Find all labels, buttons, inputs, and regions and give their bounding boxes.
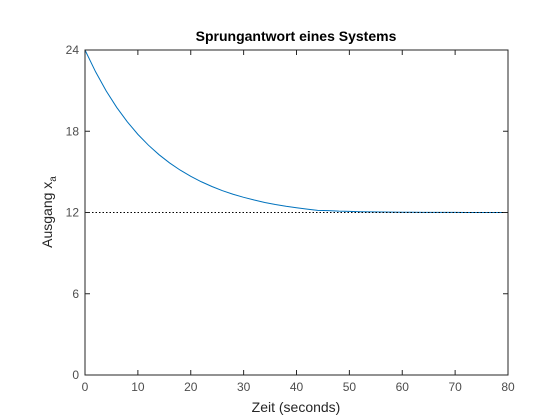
x-tick-label: 40 [290,380,304,394]
y-tick-label: 0 [72,368,79,382]
y-axis-label-group: Ausgang xa [39,176,59,248]
y-tick-label: 6 [72,287,79,301]
x-tick-label: 20 [184,380,198,394]
step-response-curve [84,49,508,213]
x-tick-label: 10 [131,380,145,394]
plot-area [84,49,508,213]
chart-title: Sprungantwort eines Systems [196,28,397,44]
y-tick-label: 18 [66,124,80,138]
y-axis-label-subscript: a [48,176,59,182]
x-tick-label: 0 [82,380,89,394]
x-axis-label: Zeit (seconds) [252,399,341,415]
x-tick-label: 30 [237,380,251,394]
y-tick-label: 24 [66,43,80,57]
axis-ticks: 0 10 20 30 40 50 60 70 80 0 6 12 18 24 [66,43,515,394]
x-tick-label: 80 [501,380,515,394]
x-tick-label: 60 [396,380,410,394]
y-axis-label-main: Ausgang x [39,182,55,248]
y-axis-label: Ausgang xa [39,176,59,248]
x-tick-label: 70 [448,380,462,394]
y-tick-label: 12 [66,206,80,220]
x-tick-label: 50 [343,380,357,394]
